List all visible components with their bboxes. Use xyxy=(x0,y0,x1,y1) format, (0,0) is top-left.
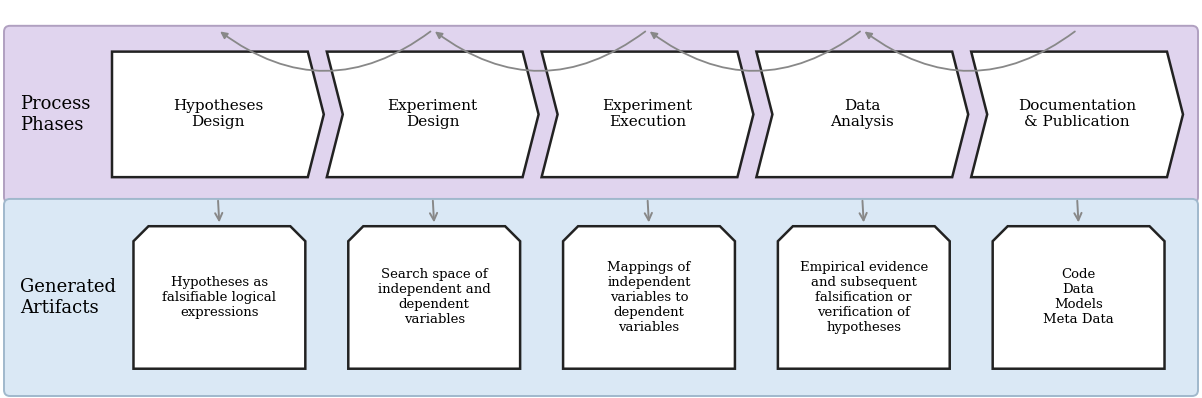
Text: Code
Data
Models
Meta Data: Code Data Models Meta Data xyxy=(1043,269,1114,326)
Polygon shape xyxy=(133,226,305,369)
Polygon shape xyxy=(349,226,520,369)
Text: Documentation
& Publication: Documentation & Publication xyxy=(1018,99,1136,129)
Text: Data
Analysis: Data Analysis xyxy=(831,99,894,129)
Polygon shape xyxy=(756,52,968,177)
Polygon shape xyxy=(112,52,323,177)
Polygon shape xyxy=(327,52,538,177)
Text: Experiment
Execution: Experiment Execution xyxy=(602,99,692,129)
Text: Hypotheses
Design: Hypotheses Design xyxy=(173,99,263,129)
Text: Search space of
independent and
dependent
variables: Search space of independent and dependen… xyxy=(377,269,490,326)
Text: Mappings of
independent
variables to
dependent
variables: Mappings of independent variables to dep… xyxy=(607,261,691,334)
FancyBboxPatch shape xyxy=(4,199,1198,396)
Text: Process
Phases: Process Phases xyxy=(20,95,90,134)
Polygon shape xyxy=(778,226,950,369)
Text: Empirical evidence
and subsequent
falsification or
verification of
hypotheses: Empirical evidence and subsequent falsif… xyxy=(799,261,928,334)
FancyBboxPatch shape xyxy=(4,26,1198,203)
Text: Generated
Artifacts: Generated Artifacts xyxy=(20,278,117,317)
Polygon shape xyxy=(542,52,754,177)
Polygon shape xyxy=(563,226,734,369)
Text: Experiment
Design: Experiment Design xyxy=(387,99,477,129)
Polygon shape xyxy=(993,226,1165,369)
Text: Hypotheses as
falsifiable logical
expressions: Hypotheses as falsifiable logical expres… xyxy=(162,276,276,319)
Polygon shape xyxy=(971,52,1183,177)
